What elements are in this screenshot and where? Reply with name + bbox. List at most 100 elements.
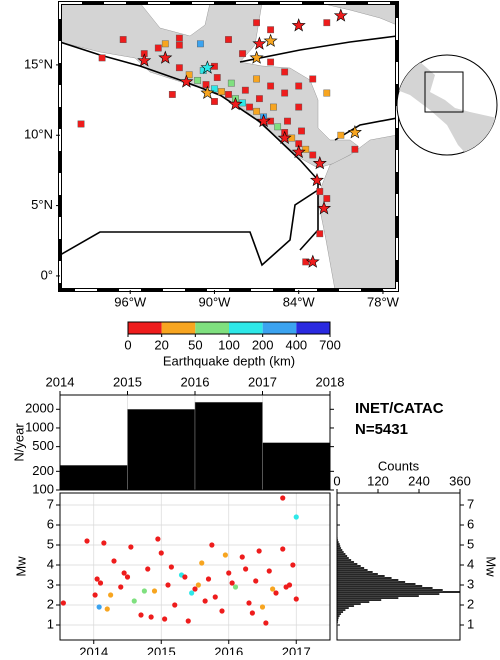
y-tick-label: 500: [32, 438, 54, 453]
point: [273, 590, 278, 595]
point: [108, 592, 113, 597]
histogram-bar: [337, 563, 358, 565]
event: [197, 41, 203, 47]
point: [219, 608, 224, 613]
point: [61, 600, 66, 605]
y-axis-label: N/year: [11, 423, 26, 462]
point: [213, 594, 218, 599]
x-tick-label: 2015: [147, 644, 176, 655]
event: [78, 121, 84, 127]
histogram-bar: [337, 581, 405, 583]
event: [99, 55, 105, 61]
x-axis-label: Counts: [378, 458, 420, 473]
point: [223, 552, 228, 557]
point: [169, 564, 174, 569]
y-tick-label: 100: [32, 481, 54, 496]
x-tick-label: 2016: [214, 644, 243, 655]
annotation: N=5431: [355, 421, 408, 438]
histogram-bar: [337, 609, 346, 611]
event: [267, 59, 273, 65]
point: [260, 604, 265, 609]
x-tick-label: 2018: [316, 374, 345, 389]
event: [176, 42, 182, 48]
bar: [263, 443, 331, 490]
point: [206, 576, 211, 581]
y-tick-label: 4: [47, 556, 54, 571]
bar: [128, 409, 196, 490]
event: [218, 88, 224, 94]
point: [253, 578, 258, 583]
point: [280, 495, 285, 500]
event: [203, 81, 209, 87]
colorbar-segment: [229, 322, 263, 334]
colorbar-segment: [128, 322, 162, 334]
colorbar-tick-label: 20: [154, 337, 168, 352]
point: [263, 620, 268, 625]
colorbar-segment: [296, 322, 330, 334]
point: [98, 580, 103, 585]
y-tick-label: 3: [47, 576, 54, 591]
event: [296, 104, 302, 110]
x-tick-label: 2015: [113, 374, 142, 389]
y-tick-label: 6: [467, 516, 474, 531]
point: [243, 566, 248, 571]
point: [162, 616, 167, 621]
histogram-bar: [337, 585, 422, 587]
histogram-bar: [337, 605, 354, 607]
point: [95, 576, 100, 581]
point: [182, 574, 187, 579]
y-tick-label: 0°: [41, 267, 53, 282]
event: [270, 104, 276, 110]
point: [159, 550, 164, 555]
point: [125, 574, 130, 579]
colorbar-label: Earthquake depth (km): [163, 353, 295, 368]
event: [267, 27, 273, 33]
x-tick-label: 90°W: [198, 294, 231, 309]
y-tick-label: 1000: [25, 419, 54, 434]
x-tick-label: 2016: [181, 374, 210, 389]
y-tick-label: 4: [467, 556, 474, 571]
x-tick-label: 84°W: [283, 294, 316, 309]
histogram-bar: [337, 597, 399, 599]
histogram-bar: [337, 549, 342, 551]
histogram-bar: [337, 613, 341, 615]
histogram-bar: [337, 569, 368, 571]
point: [270, 586, 275, 591]
event: [324, 19, 330, 25]
inset-globe: [397, 55, 497, 160]
y-axis-label: Mw: [484, 556, 499, 577]
histogram-bar: [337, 565, 361, 567]
point: [172, 602, 177, 607]
colorbar-tick-label: 400: [285, 337, 307, 352]
point: [165, 582, 170, 587]
histogram-bar: [337, 599, 381, 601]
event: [253, 19, 259, 25]
x-tick-label: 240: [408, 473, 430, 488]
point: [122, 570, 127, 575]
histogram-bar: [337, 571, 373, 573]
event: [298, 128, 304, 134]
event: [310, 76, 316, 82]
point: [105, 606, 110, 611]
event: [253, 108, 259, 114]
event: [225, 91, 231, 97]
histogram-bar: [337, 611, 343, 613]
y-tick-label: 1: [467, 616, 474, 631]
point: [226, 570, 231, 575]
event: [281, 69, 287, 75]
histogram-bar: [337, 573, 378, 575]
x-tick-label: 2014: [79, 644, 108, 655]
y-axis-label: Mw: [13, 556, 28, 577]
point: [149, 614, 154, 619]
x-tick-label: 2014: [46, 374, 75, 389]
point: [186, 618, 191, 623]
point: [84, 538, 89, 543]
histogram-bar: [337, 555, 347, 557]
y-tick-label: 7: [467, 496, 474, 511]
histogram-bar: [337, 545, 340, 547]
point: [142, 588, 147, 593]
point: [192, 586, 197, 591]
event: [352, 146, 358, 152]
point: [294, 596, 299, 601]
